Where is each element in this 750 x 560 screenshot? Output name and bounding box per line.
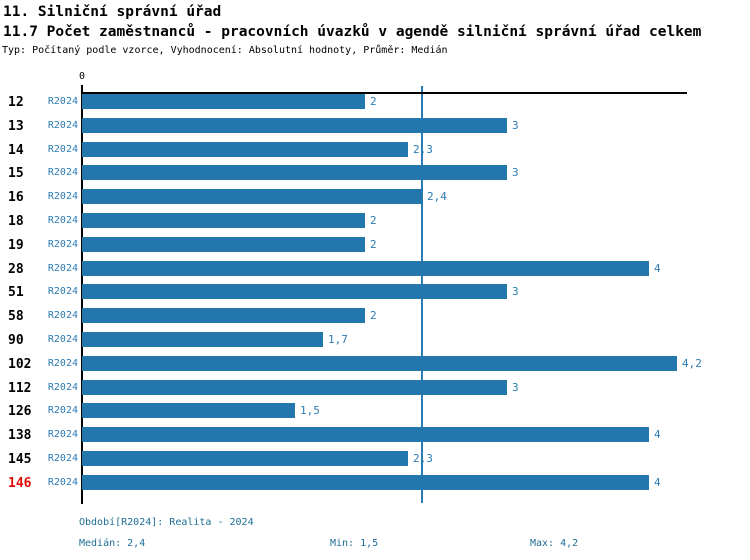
bar [82,380,507,395]
category-label: 16 [8,190,24,205]
period-label: R2024 [47,382,78,393]
period-label: R2024 [47,191,78,202]
bar [82,189,422,204]
bar [82,165,507,180]
value-label: 3 [512,166,519,179]
category-label: 146 [8,476,32,491]
category-label: 51 [8,285,24,300]
period-label: R2024 [47,453,78,464]
period-label: R2024 [47,286,78,297]
period-label: R2024 [47,477,78,488]
category-label: 126 [8,404,32,419]
footer-max-label: Max: 4,2 [530,538,579,549]
footer-min-label: Min: 1,5 [330,538,379,549]
category-label: 13 [8,119,24,134]
value-label: 2 [370,214,377,227]
period-label: R2024 [47,405,78,416]
value-label: 2 [370,95,377,108]
value-label: 2 [370,309,377,322]
footer-period-label: Období[R2024]: Realita - 2024 [79,517,254,528]
value-label: 2,3 [413,143,433,156]
value-label: 4,2 [682,357,702,370]
value-label: 3 [512,119,519,132]
value-label: 3 [512,285,519,298]
bar [82,213,365,228]
category-label: 28 [8,262,24,277]
category-label: 15 [8,166,24,181]
period-label: R2024 [47,144,78,155]
category-label: 138 [8,428,32,443]
bar [82,142,408,157]
period-label: R2024 [47,263,78,274]
chart-meta-info: Typ: Počítaný podle vzorce, Vyhodnocení:… [2,45,448,56]
period-label: R2024 [47,167,78,178]
category-label: 145 [8,452,32,467]
value-label: 3 [512,381,519,394]
period-label: R2024 [47,120,78,131]
period-label: R2024 [47,429,78,440]
bar [82,118,507,133]
value-label: 4 [654,262,661,275]
footer-median-label: Medián: 2,4 [79,538,146,549]
period-label: R2024 [47,334,78,345]
category-label: 18 [8,214,24,229]
chart-title: 11.7 Počet zaměstnanců - pracovních úvaz… [3,24,702,40]
bar [82,475,649,490]
value-label: 2,4 [427,190,447,203]
category-label: 12 [8,95,24,110]
category-label: 58 [8,309,24,324]
bar [82,308,365,323]
bar [82,332,323,347]
category-label: 112 [8,381,32,396]
bar [82,94,365,109]
value-label: 2,3 [413,452,433,465]
report-title: 11. Silniční správní úřad [3,4,222,20]
bar [82,451,408,466]
value-label: 4 [654,428,661,441]
bar [82,284,507,299]
value-label: 2 [370,238,377,251]
x-axis-top-line [81,92,687,94]
bar [82,261,649,276]
period-label: R2024 [47,358,78,369]
period-label: R2024 [47,96,78,107]
category-label: 90 [8,333,24,348]
bar [82,403,295,418]
bar [82,356,677,371]
category-label: 102 [8,357,32,372]
value-label: 1,7 [328,333,348,346]
category-label: 19 [8,238,24,253]
period-label: R2024 [47,310,78,321]
value-label: 4 [654,476,661,489]
period-label: R2024 [47,239,78,250]
bar [82,237,365,252]
period-label: R2024 [47,215,78,226]
value-label: 1,5 [300,404,320,417]
category-label: 14 [8,143,24,158]
x-axis-zero-tick-label: 0 [78,71,86,82]
bar [82,427,649,442]
